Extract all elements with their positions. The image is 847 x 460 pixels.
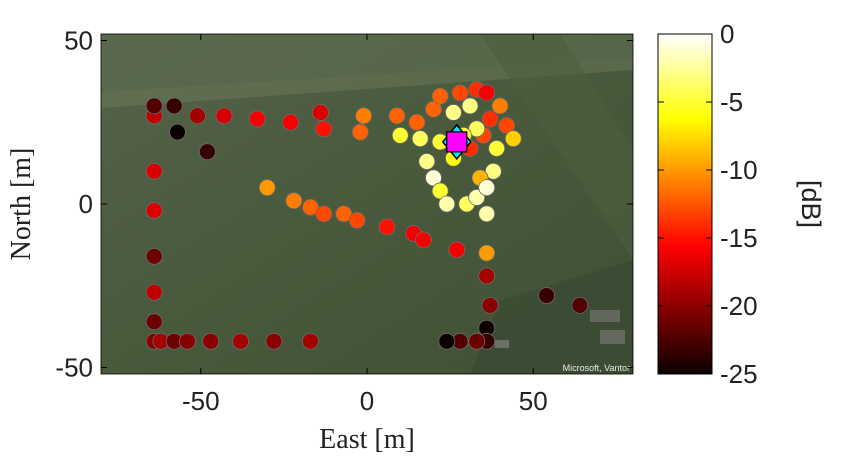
receiver-marker	[446, 131, 468, 153]
data-point	[445, 104, 462, 121]
data-point	[282, 113, 299, 131]
data-point	[169, 123, 186, 141]
satellite-map-background: Microsoft, Vantor	[100, 33, 634, 375]
data-point	[504, 130, 522, 148]
data-point	[145, 247, 163, 265]
data-point	[312, 104, 329, 121]
map-credit: Microsoft, Vantor	[563, 363, 630, 373]
data-point	[165, 97, 183, 115]
data-point	[335, 205, 353, 223]
data-point	[285, 192, 303, 210]
x-axis-label: East [m]	[319, 424, 415, 455]
data-point	[202, 332, 220, 350]
data-point	[315, 120, 333, 138]
x-tick-label: 50	[519, 386, 548, 416]
data-point	[481, 296, 499, 314]
data-point	[215, 107, 233, 125]
data-point	[571, 296, 589, 314]
data-point	[248, 110, 266, 128]
data-point	[478, 267, 496, 285]
data-point	[491, 97, 509, 115]
colorbar-ticks: 0 -5 -10 -15 -20 -25	[658, 19, 758, 389]
data-point	[232, 332, 250, 350]
data-point	[348, 211, 366, 229]
data-point	[351, 123, 369, 141]
y-tick-label: 50	[64, 26, 93, 56]
colorbar-tick-label: -15	[720, 223, 758, 253]
scatter-points	[145, 81, 589, 350]
colorbar-label: [dB]	[796, 180, 826, 228]
colorbar-gradient	[657, 33, 713, 375]
x-tick-label: 0	[360, 386, 374, 416]
data-point	[461, 97, 479, 115]
data-point	[315, 205, 333, 223]
data-point	[438, 195, 456, 213]
data-point	[411, 130, 429, 148]
colorbar-tick-label: -10	[720, 155, 758, 185]
data-point	[478, 205, 496, 223]
data-point	[378, 218, 396, 236]
data-point	[478, 84, 496, 102]
data-point	[538, 287, 555, 304]
data-point	[408, 113, 426, 131]
data-point	[265, 332, 283, 350]
data-point	[431, 87, 449, 105]
data-point	[145, 162, 163, 180]
data-point	[478, 179, 496, 197]
data-point	[468, 332, 486, 350]
colorbar-tick-label: -25	[720, 359, 758, 389]
data-point	[258, 179, 276, 197]
x-axis-ticks: -50 0 50	[182, 34, 548, 416]
data-point	[355, 107, 373, 125]
data-point	[388, 107, 406, 125]
data-point	[302, 198, 319, 216]
data-point	[418, 153, 436, 170]
data-point	[145, 313, 163, 331]
data-point	[488, 140, 506, 157]
data-point	[451, 84, 469, 102]
data-point	[478, 244, 496, 262]
data-point	[145, 97, 163, 115]
data-point	[438, 332, 456, 350]
data-point	[145, 202, 163, 219]
data-point	[302, 332, 319, 350]
data-point	[179, 332, 196, 350]
y-axis-ticks: -50 0 50	[55, 26, 633, 382]
location-markers	[441, 123, 472, 161]
data-point	[468, 120, 486, 138]
colorbar-tick-label: 0	[720, 19, 734, 49]
colorbar-tick-label: -20	[720, 291, 758, 321]
colorbar: 0 -5 -10 -15 -20 -25 [dB]	[657, 19, 826, 389]
data-point	[198, 143, 216, 161]
data-point	[484, 162, 502, 180]
data-point	[391, 126, 409, 144]
data-point	[415, 231, 432, 249]
y-tick-label: 0	[79, 189, 93, 219]
data-point	[189, 107, 206, 125]
y-tick-label: -50	[55, 352, 93, 382]
data-point	[145, 283, 163, 301]
colorbar-tick-label: -5	[720, 87, 743, 117]
y-axis-label: North [m]	[6, 148, 37, 261]
data-point	[481, 110, 499, 128]
data-point	[448, 241, 466, 259]
x-tick-label: -50	[182, 386, 220, 416]
